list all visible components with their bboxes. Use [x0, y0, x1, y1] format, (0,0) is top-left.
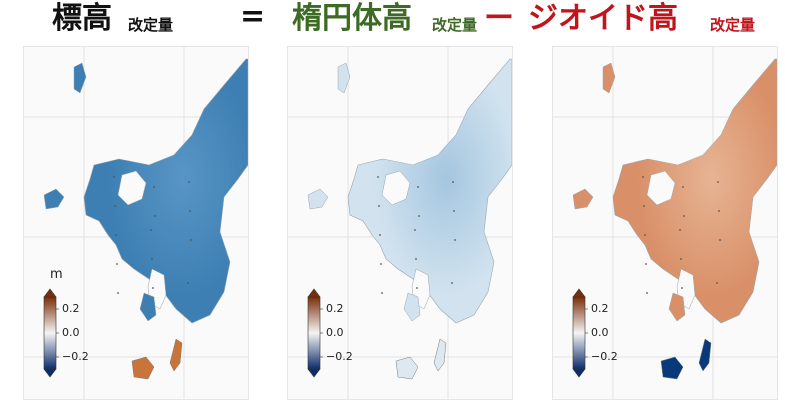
- colorbar-tick-high: 0.2: [326, 302, 344, 315]
- colorbar: [572, 296, 586, 370]
- colorbar-extend-high: [307, 288, 321, 298]
- station-dot: [682, 186, 684, 188]
- station-dot: [718, 210, 720, 212]
- colorbar-tick-high: 0.2: [62, 302, 80, 315]
- north-island: [337, 62, 351, 94]
- station-dot: [150, 229, 152, 231]
- colorbar-extend-low: [43, 368, 57, 378]
- station-dot: [452, 181, 454, 183]
- term-ellipsoid-sub: 改定量: [432, 16, 478, 34]
- colorbar-tick-mid: 0.0: [591, 326, 609, 339]
- term-elevation: 標高: [52, 1, 112, 36]
- station-dot: [454, 239, 456, 241]
- map-panel-geoid-height-change: 0.2 0.0 −0.2: [552, 46, 778, 400]
- west-island: [43, 188, 65, 210]
- station-dot: [679, 229, 681, 231]
- colorbar-extend-high: [572, 288, 586, 298]
- station-dot: [152, 287, 154, 289]
- station-dot: [380, 263, 382, 265]
- station-dot: [116, 263, 118, 265]
- colorbar-tick-low: −0.2: [591, 350, 618, 363]
- station-dot: [416, 287, 418, 289]
- station-dot: [379, 234, 381, 236]
- colorbar: [43, 296, 57, 370]
- station-dot: [190, 239, 192, 241]
- station-dot: [417, 186, 419, 188]
- station-dot: [451, 282, 453, 284]
- station-dot: [418, 215, 420, 217]
- station-dot: [415, 258, 417, 260]
- colorbar-extend-high: [43, 288, 57, 298]
- station-dot: [377, 176, 379, 178]
- map-canvas: [24, 47, 248, 399]
- colorbar-tick-low: −0.2: [326, 350, 353, 363]
- inlet-sea: [381, 170, 411, 206]
- station-dot: [645, 263, 647, 265]
- station-dot: [644, 234, 646, 236]
- station-dot: [153, 186, 155, 188]
- north-island: [73, 62, 87, 94]
- term-geoid: ジオイド高: [528, 1, 678, 36]
- mainland-shading: [84, 59, 248, 323]
- station-dot: [151, 258, 153, 260]
- mainland-shading: [613, 59, 777, 323]
- station-dot: [189, 210, 191, 212]
- station-dot: [719, 239, 721, 241]
- inlet-sea: [646, 170, 676, 206]
- station-dot: [187, 282, 189, 284]
- term-elevation-sub: 改定量: [128, 16, 174, 34]
- station-dot: [642, 176, 644, 178]
- colorbar-extend-low: [572, 368, 586, 378]
- station-dot: [378, 205, 380, 207]
- peninsula: [403, 292, 421, 322]
- station-dot: [114, 205, 116, 207]
- inlet-sea: [117, 170, 147, 206]
- southern-island: [131, 356, 155, 380]
- headline-formula: 標高 改定量 = 楕円体高 改定量 ー ジオイド高 改定量: [0, 0, 785, 46]
- west-island: [307, 188, 329, 210]
- colorbar-tick-low: −0.2: [62, 350, 89, 363]
- peninsula: [139, 292, 157, 322]
- map-canvas: [288, 47, 512, 399]
- colorbar-unit: m: [50, 267, 63, 282]
- southern-island: [660, 356, 684, 380]
- station-dot: [681, 287, 683, 289]
- colorbar-extend-low: [307, 368, 321, 378]
- north-island: [602, 62, 616, 94]
- term-geoid-sub: 改定量: [710, 16, 756, 34]
- station-dot: [683, 215, 685, 217]
- station-dot: [115, 234, 117, 236]
- minus-sign: ー: [484, 1, 514, 36]
- peninsula: [668, 292, 686, 322]
- southern-island: [395, 356, 419, 380]
- station-dot: [717, 181, 719, 183]
- station-dot: [680, 258, 682, 260]
- equals-sign: =: [240, 0, 266, 34]
- mainland-shading: [348, 59, 512, 323]
- station-dot: [381, 292, 383, 294]
- colorbar: [307, 296, 321, 370]
- station-dot: [716, 282, 718, 284]
- colorbar-tick-mid: 0.0: [326, 326, 344, 339]
- southern-island-elongated: [433, 338, 447, 372]
- colorbar-tick-mid: 0.0: [62, 326, 80, 339]
- station-dot: [154, 215, 156, 217]
- station-dot: [453, 210, 455, 212]
- west-island: [572, 188, 594, 210]
- station-dot: [117, 292, 119, 294]
- station-dot: [414, 229, 416, 231]
- southern-island-elongated: [169, 338, 183, 372]
- station-dot: [646, 292, 648, 294]
- southern-island-elongated: [698, 338, 712, 372]
- term-ellipsoid: 楕円体高: [292, 1, 412, 36]
- map-panel-ellipsoid-height-change: 0.2 0.0 −0.2: [287, 46, 513, 400]
- colorbar-tick-high: 0.2: [591, 302, 609, 315]
- map-panel-elevation-change: m 0.2 0.0 −0.2: [23, 46, 249, 400]
- station-dot: [188, 181, 190, 183]
- map-canvas: [553, 47, 777, 399]
- station-dot: [643, 205, 645, 207]
- station-dot: [113, 176, 115, 178]
